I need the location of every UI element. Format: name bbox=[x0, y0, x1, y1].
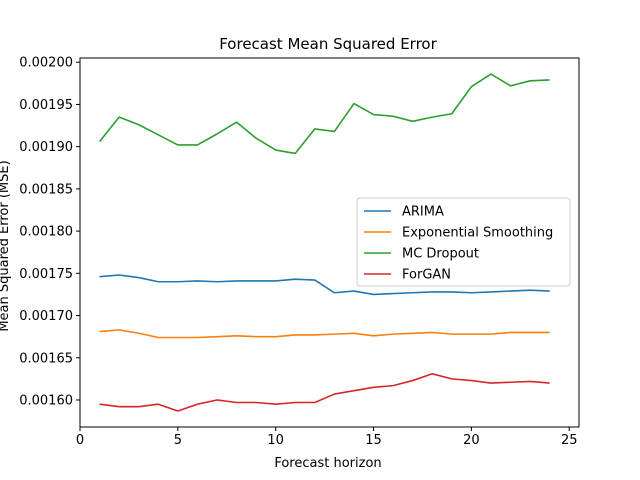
x-tick-label: 25 bbox=[561, 433, 578, 448]
y-tick-label: 0.00200 bbox=[19, 56, 73, 71]
x-tick-label: 5 bbox=[174, 433, 182, 448]
legend-box bbox=[356, 197, 571, 287]
plot-area: 0 5 10 15 20 25 0.00160 0.00165 0.00170 0.00175 0.… bbox=[19, 56, 580, 448]
series-line-mc-dropout bbox=[98, 73, 550, 155]
y-tick-label: 0.00175 bbox=[19, 267, 73, 282]
x-tick-label: 20 bbox=[463, 433, 480, 448]
y-tick-label: 0.00160 bbox=[19, 393, 73, 408]
x-tick-label: 15 bbox=[365, 433, 382, 448]
y-tick-label: 0.00165 bbox=[19, 351, 73, 366]
legend: ARIMA Exponential Smoothing MC Dropout ForG… bbox=[356, 197, 571, 287]
y-tick-label: 0.00190 bbox=[19, 140, 73, 155]
y-tick-label: 0.00180 bbox=[19, 225, 73, 240]
x-axis-label: Forecast horizon bbox=[274, 456, 381, 471]
y-tick-label: 0.00195 bbox=[19, 98, 73, 113]
plot-frame bbox=[79, 57, 580, 428]
legend-label: Exponential Smoothing bbox=[402, 226, 553, 241]
y-tick-label: 0.00170 bbox=[19, 309, 73, 324]
chart-title: Forecast Mean Squared Error bbox=[219, 35, 437, 53]
series-line-forgan bbox=[99, 372, 550, 412]
legend-label: MC Dropout bbox=[402, 247, 479, 262]
y-axis-label: Mean Squared Error (MSE) bbox=[0, 160, 12, 331]
x-tick-label: 10 bbox=[267, 433, 284, 448]
legend-label: ForGAN bbox=[402, 268, 451, 283]
series-line-arima bbox=[99, 274, 550, 296]
y-tick-label: 0.00185 bbox=[19, 182, 73, 197]
series-line-exponential-smoothing bbox=[99, 329, 550, 339]
legend-label: ARIMA bbox=[402, 205, 444, 220]
x-tick-label: 0 bbox=[76, 433, 84, 448]
